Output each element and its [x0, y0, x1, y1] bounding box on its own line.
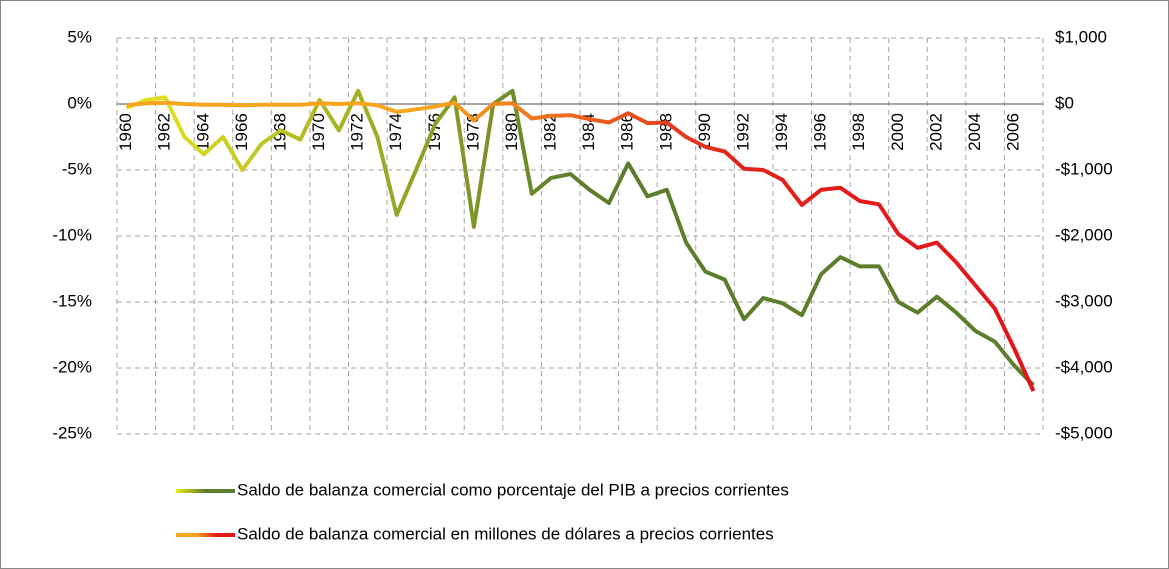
x-tick-label: 1996: [811, 113, 830, 151]
y-tick-label: -15%: [52, 291, 92, 310]
y-tick-label: -25%: [52, 423, 92, 442]
y-tick-label: -5%: [62, 159, 92, 178]
x-tick-label: 1990: [695, 113, 714, 151]
x-tick-label: 1982: [541, 113, 560, 151]
y2-tick-label: -$5,000: [1055, 423, 1113, 442]
y2-tick-label: -$1,000: [1055, 159, 1113, 178]
y-tick-label: -20%: [52, 357, 92, 376]
y-tick-label: 5%: [67, 27, 92, 46]
series-line: [125, 88, 1035, 387]
x-tick-label: 1966: [232, 113, 251, 151]
y2-tick-label: -$3,000: [1055, 291, 1113, 310]
y-tick-label: -10%: [52, 225, 92, 244]
x-tick-label: 2002: [926, 113, 945, 151]
y2-tick-label: $0: [1055, 93, 1074, 112]
x-tick-label: 1992: [733, 113, 752, 151]
legend-label: Saldo de balanza comercial como porcenta…: [237, 480, 789, 499]
x-tick-label: 1960: [116, 113, 135, 151]
y2-tick-label: -$2,000: [1055, 225, 1113, 244]
x-tick-label: 1972: [348, 113, 367, 151]
x-tick-label: 1964: [193, 113, 212, 151]
x-tick-label: 1980: [502, 113, 521, 151]
x-tick-label: 1994: [772, 113, 791, 151]
y-tick-label: 0%: [67, 93, 92, 112]
legend-label: Saldo de balanza comercial en millones d…: [237, 524, 774, 543]
y2-tick-label: $1,000: [1055, 27, 1107, 46]
y2-tick-label: -$4,000: [1055, 357, 1113, 376]
x-tick-label: 1984: [579, 113, 598, 151]
x-tick-label: 1978: [463, 113, 482, 151]
legend-swatch: [176, 533, 235, 537]
legend-swatch: [176, 489, 235, 493]
x-tick-label: 1998: [849, 113, 868, 151]
x-tick-label: 1974: [386, 113, 405, 151]
x-tick-label: 2006: [1004, 113, 1023, 151]
x-tick-label: 1986: [618, 113, 637, 151]
x-tick-label: 2004: [965, 113, 984, 151]
x-tick-label: 1962: [155, 113, 174, 151]
x-tick-label: 2000: [888, 113, 907, 151]
series-line: [126, 100, 1036, 392]
x-tick-label: 1970: [309, 113, 328, 151]
x-tick-label: 1988: [656, 113, 675, 151]
